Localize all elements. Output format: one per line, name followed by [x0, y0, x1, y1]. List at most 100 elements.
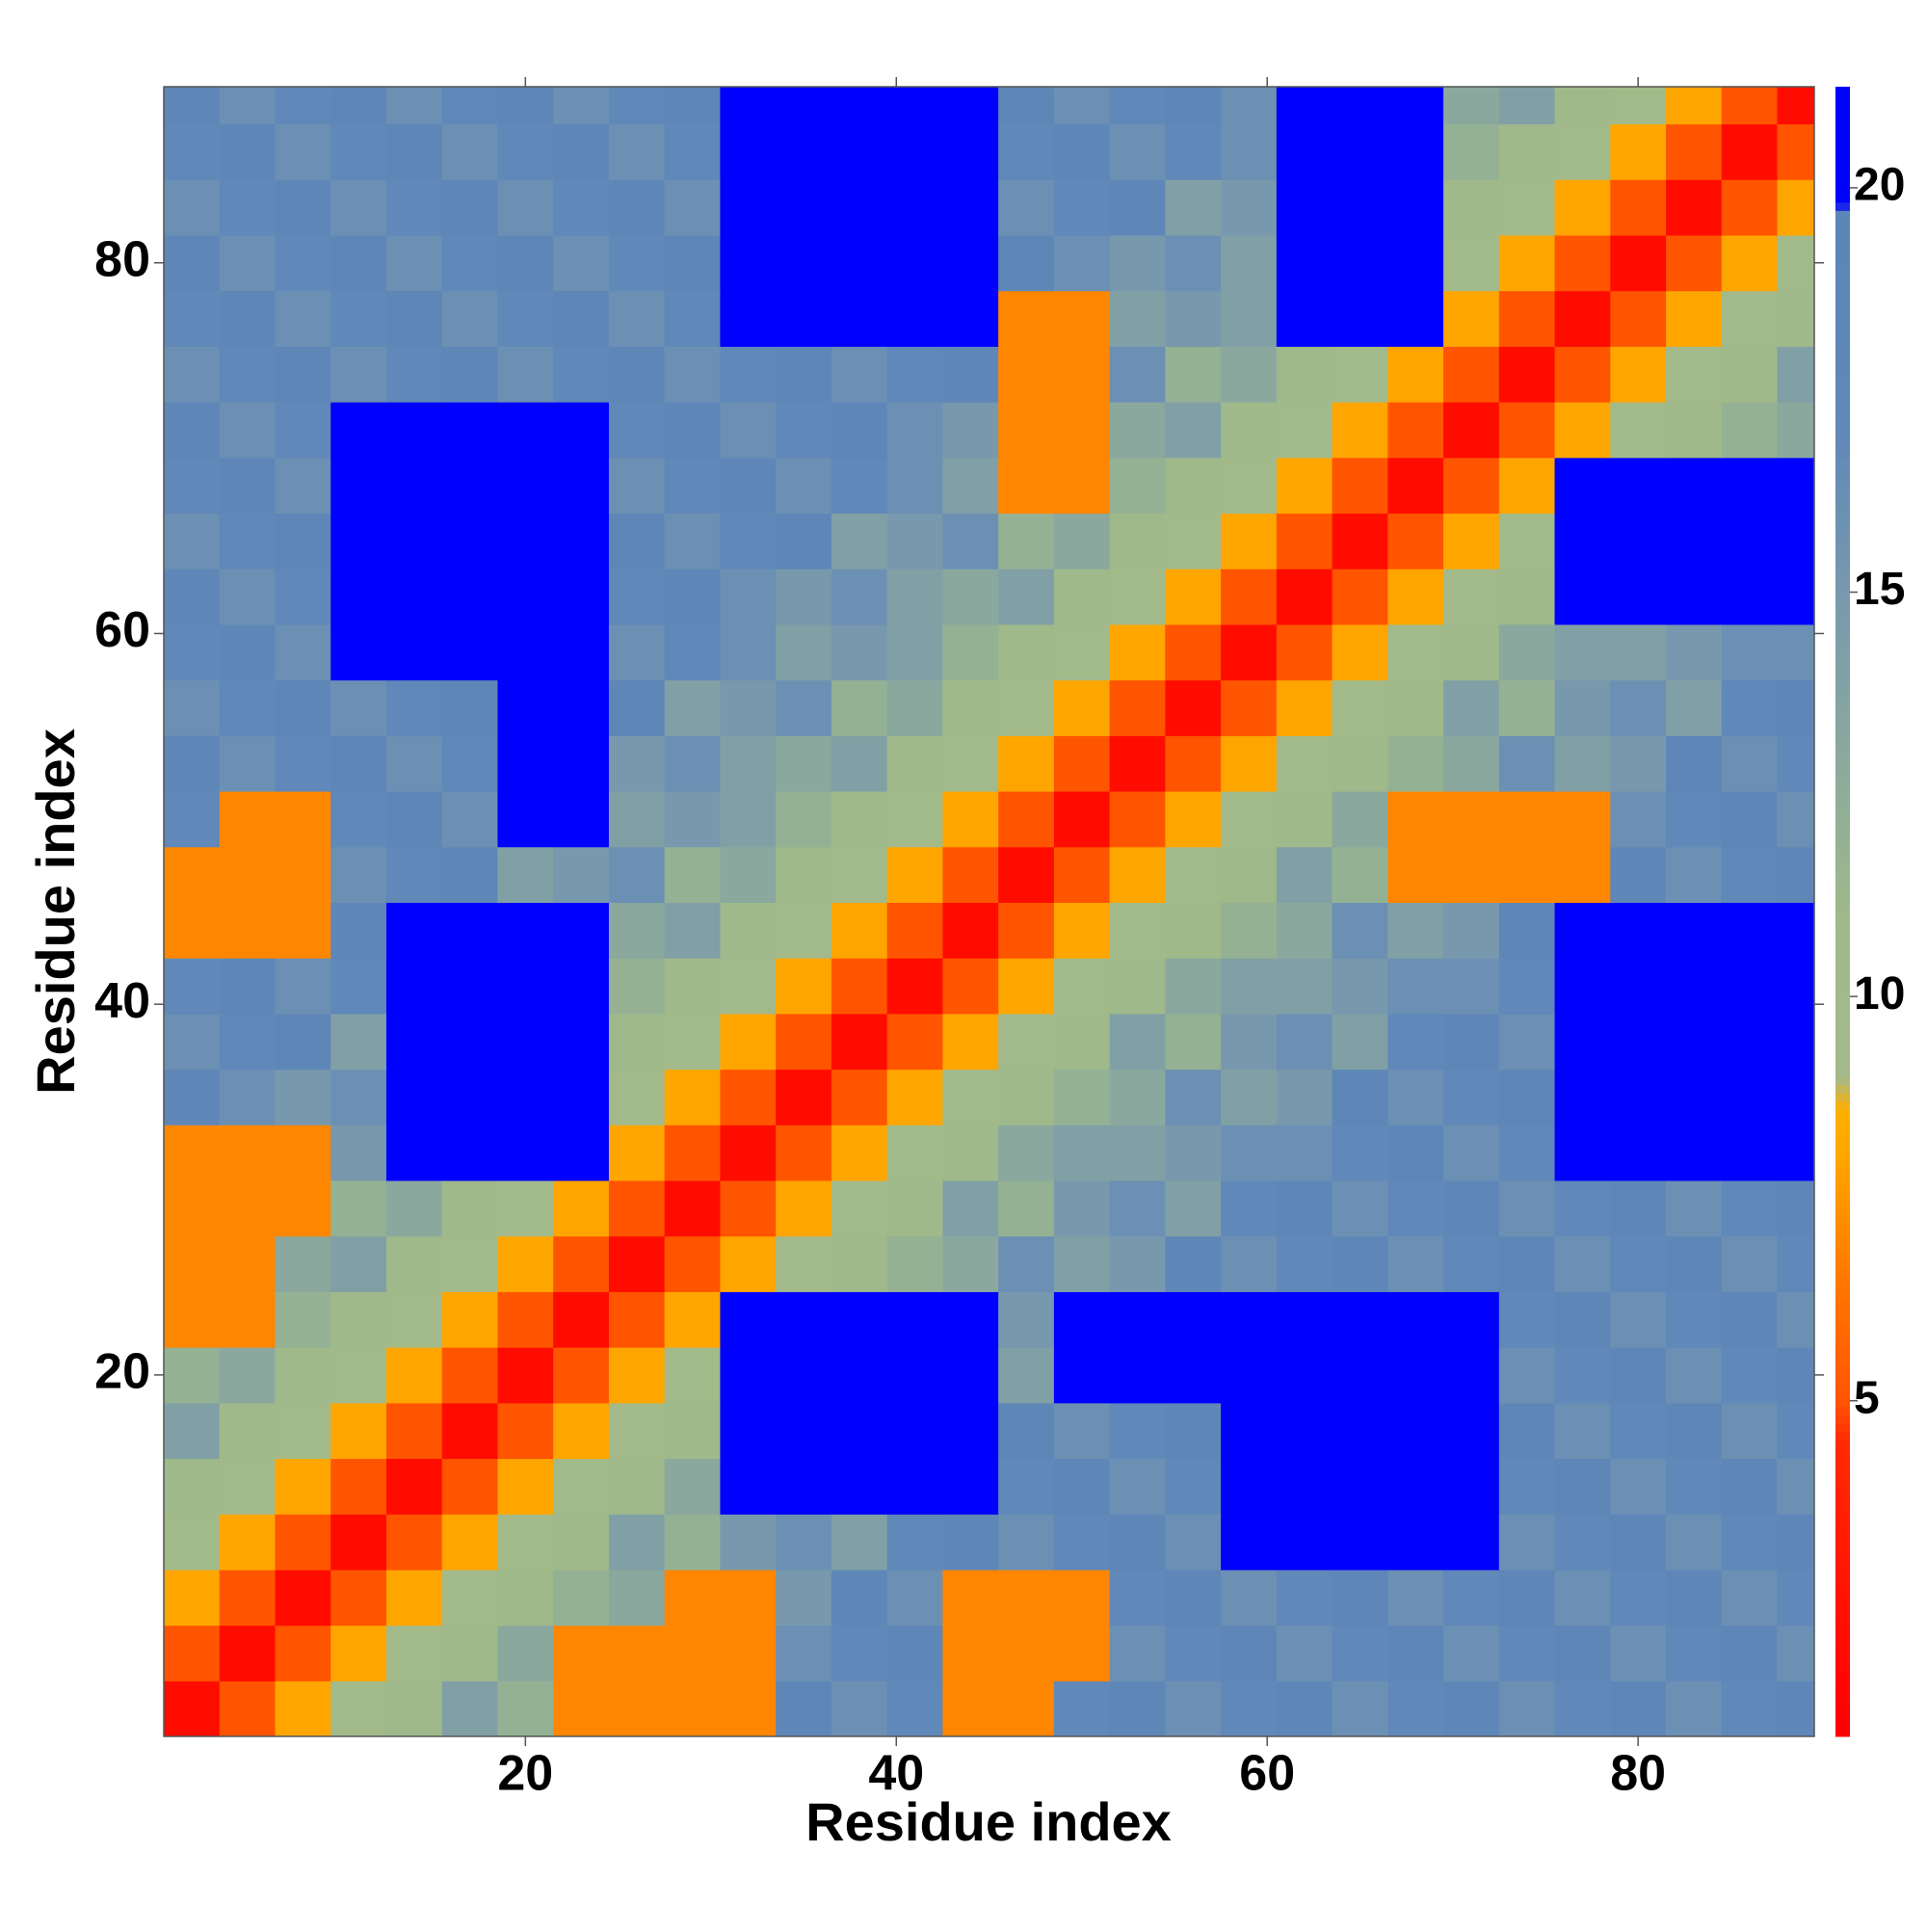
heatmap-cell [1777, 346, 1814, 403]
heatmap-cell [553, 1179, 610, 1237]
heatmap-cell [1666, 569, 1723, 625]
heatmap-cell [330, 1458, 387, 1515]
heatmap-cell [1165, 1402, 1222, 1460]
heatmap-cell [998, 958, 1055, 1015]
colorbar-segment [1835, 796, 1850, 806]
heatmap-cell [330, 735, 387, 792]
heatmap-cell [1777, 1069, 1814, 1125]
heatmap-cell [1109, 1125, 1166, 1181]
heatmap-cell [1498, 513, 1556, 569]
heatmap-cell [553, 87, 610, 125]
colorbar-segment [1835, 1389, 1850, 1399]
heatmap-cell [497, 290, 554, 347]
heatmap-cell [1276, 1681, 1333, 1736]
heatmap-cell [664, 513, 722, 569]
heatmap-cell [1777, 1125, 1814, 1181]
colorbar-segment [1835, 408, 1850, 417]
heatmap-cell [608, 1013, 666, 1071]
colorbar-segment [1835, 458, 1850, 467]
heatmap-cell [1777, 234, 1814, 292]
heatmap-cell [776, 1235, 832, 1292]
heatmap-cell [608, 346, 666, 403]
heatmap-cell [330, 234, 387, 292]
heatmap-cell [330, 569, 387, 625]
heatmap-cell [385, 1569, 443, 1627]
heatmap-cell [1666, 958, 1723, 1015]
heatmap-cell [1332, 1458, 1388, 1515]
heatmap-cell [664, 1402, 722, 1460]
colorbar-segment [1835, 185, 1850, 195]
heatmap-cell [998, 457, 1055, 515]
heatmap-cell [330, 1402, 387, 1460]
heatmap-cell [942, 1125, 999, 1181]
heatmap-cell [441, 290, 499, 347]
colorbar-segment [1835, 1249, 1850, 1259]
heatmap-cell [330, 1291, 387, 1348]
heatmap-cell [553, 1235, 610, 1292]
heatmap-cell [1276, 179, 1333, 236]
heatmap-cell [275, 402, 331, 459]
heatmap-cell [1721, 1681, 1779, 1736]
heatmap-cell [942, 902, 999, 959]
heatmap-cell [776, 87, 832, 125]
x-tick-label: 20 [497, 1746, 553, 1802]
heatmap-cell [998, 1347, 1055, 1404]
colorbar-segment [1835, 1290, 1850, 1300]
heatmap-cell [1109, 735, 1166, 792]
heatmap-cell [1721, 1402, 1779, 1460]
heatmap-cell [1554, 513, 1611, 569]
heatmap-cell [1498, 1681, 1556, 1736]
heatmap-cell [608, 958, 666, 1015]
heatmap-cell [385, 1069, 443, 1125]
heatmap-cell [164, 1069, 221, 1125]
colorbar-segment [1835, 1142, 1850, 1151]
heatmap-cell [1165, 87, 1222, 125]
heatmap-cell [275, 1569, 331, 1627]
heatmap-cell [1332, 1125, 1388, 1181]
heatmap-cell [275, 123, 331, 180]
heatmap-cell [219, 123, 277, 180]
heatmap-cell [164, 790, 221, 848]
heatmap-cell [164, 290, 221, 347]
colorbar-segment [1835, 1051, 1850, 1061]
heatmap-cell [275, 623, 331, 681]
heatmap-cell [720, 1235, 777, 1292]
heatmap-cell [1276, 1013, 1333, 1071]
colorbar-segment [1835, 1637, 1850, 1647]
heatmap-cell [1498, 958, 1556, 1015]
heatmap-cell [497, 457, 554, 515]
heatmap-cell [1498, 346, 1556, 403]
heatmap-cell [1666, 1681, 1723, 1736]
colorbar-segment [1835, 597, 1850, 607]
heatmap-cell [1498, 1069, 1556, 1125]
heatmap-cell [608, 1625, 666, 1681]
heatmap-cell [1332, 1514, 1388, 1571]
heatmap-cell [1443, 1125, 1500, 1181]
heatmap-cell [385, 902, 443, 959]
heatmap-cell [776, 1514, 832, 1571]
heatmap-cell [1721, 1235, 1779, 1292]
heatmap-cell [275, 290, 331, 347]
heatmap-cell [1498, 1402, 1556, 1460]
heatmap-cell [385, 1179, 443, 1237]
heatmap-cell [1610, 1625, 1667, 1681]
heatmap-cell [886, 1514, 943, 1571]
heatmap-cell [1443, 1347, 1500, 1404]
heatmap-cell [664, 179, 722, 236]
colorbar-segment [1835, 1299, 1850, 1309]
colorbar-segment [1835, 1604, 1850, 1614]
heatmap-cell [330, 1514, 387, 1571]
heatmap-cell [1221, 735, 1278, 792]
heatmap-cell [1332, 1681, 1388, 1736]
heatmap-cell [720, 1069, 777, 1125]
heatmap-cell [608, 1347, 666, 1404]
heatmap-cell [385, 457, 443, 515]
heatmap-cell [1721, 623, 1779, 681]
colorbar-segment [1835, 1547, 1850, 1556]
heatmap-cell [776, 1625, 832, 1681]
colorbar-segment [1835, 968, 1850, 978]
heatmap-cell [1165, 623, 1222, 681]
heatmap-cell [1666, 846, 1723, 903]
heatmap-cell [497, 1125, 554, 1181]
heatmap-cell [219, 346, 277, 403]
